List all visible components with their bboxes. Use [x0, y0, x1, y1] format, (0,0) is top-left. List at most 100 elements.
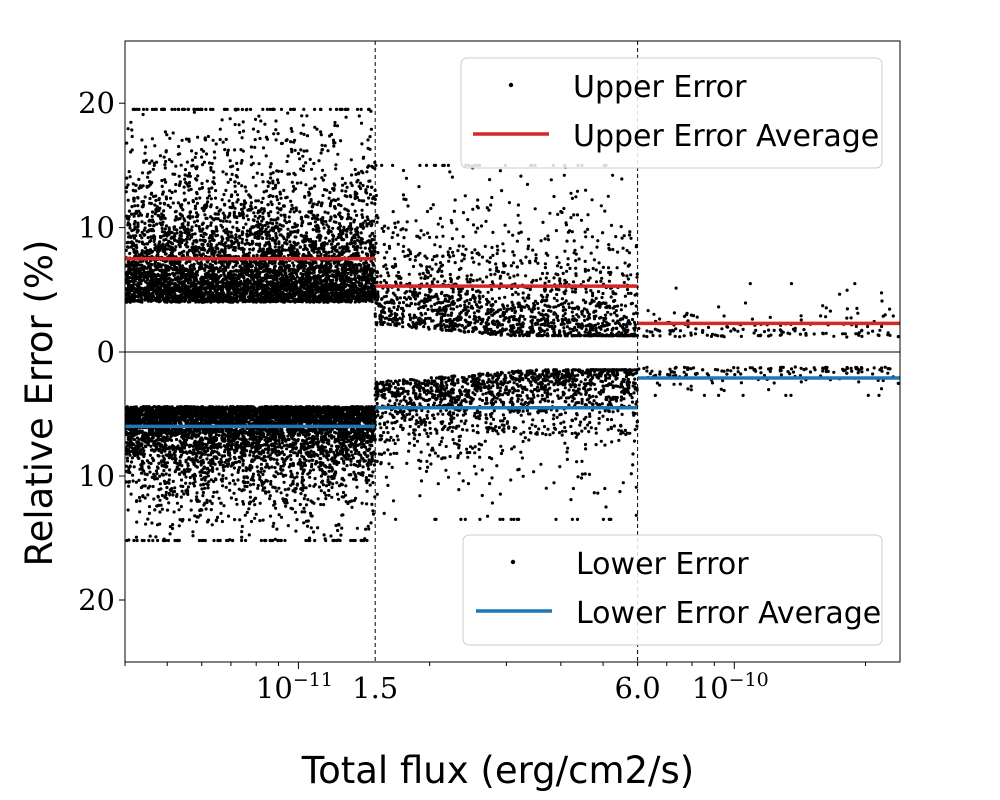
- upper-error-point: [257, 243, 262, 248]
- upper-error-point: [165, 133, 169, 137]
- upper-error-point: [212, 230, 216, 234]
- upper-error-point: [349, 228, 353, 232]
- upper-error-point: [137, 267, 141, 271]
- upper-error-point: [335, 124, 340, 128]
- upper-error-point: [301, 168, 306, 173]
- upper-error-point: [151, 288, 155, 292]
- upper-error-point: [255, 171, 259, 175]
- upper-error-point: [157, 300, 162, 304]
- upper-error-point: [357, 198, 361, 202]
- upper-error-point: [163, 216, 167, 220]
- upper-error-point: [248, 194, 252, 198]
- upper-error-point: [134, 249, 139, 253]
- upper-error-point: [325, 188, 329, 192]
- upper-error-point: [359, 222, 363, 226]
- upper-error-point: [299, 148, 303, 152]
- upper-error-point: [156, 249, 160, 253]
- upper-error-point: [176, 201, 180, 205]
- upper-error-point: [360, 250, 364, 254]
- upper-error-point: [167, 244, 171, 248]
- upper-error-point: [370, 164, 374, 168]
- upper-error-point: [208, 273, 212, 277]
- upper-error-point: [138, 260, 143, 264]
- upper-error-point: [134, 107, 139, 111]
- upper-error-point: [332, 182, 336, 186]
- upper-error-point: [337, 203, 341, 207]
- upper-error-point: [133, 244, 138, 248]
- upper-error-point: [146, 236, 150, 240]
- upper-error-point: [366, 266, 370, 271]
- upper-error-point: [324, 289, 328, 293]
- upper-error-point: [204, 152, 209, 156]
- upper-error-point: [205, 224, 210, 229]
- upper-error-point: [140, 220, 144, 224]
- upper-error-point: [263, 122, 267, 126]
- upper-error-point: [191, 272, 195, 276]
- upper-error-point: [250, 207, 254, 211]
- upper-error-point: [212, 176, 216, 180]
- upper-error-point: [175, 287, 180, 291]
- upper-error-point: [361, 215, 365, 219]
- upper-error-point: [256, 220, 260, 224]
- upper-error-point: [256, 199, 260, 203]
- upper-error-point: [349, 299, 353, 303]
- upper-error-point: [235, 215, 239, 220]
- upper-error-point: [243, 185, 247, 189]
- upper-error-point: [171, 286, 175, 290]
- upper-error-point: [183, 276, 187, 280]
- upper-error-point: [251, 175, 255, 179]
- upper-error-point: [265, 137, 270, 141]
- upper-error-point: [266, 203, 270, 207]
- upper-error-point: [214, 212, 218, 216]
- upper-error-point: [130, 128, 134, 132]
- upper-error-point: [333, 123, 337, 128]
- upper-error-point: [269, 172, 273, 176]
- upper-error-point: [323, 144, 327, 148]
- upper-error-point: [236, 300, 240, 304]
- upper-error-point: [154, 208, 158, 212]
- upper-error-point: [219, 242, 223, 246]
- upper-error-point: [349, 263, 353, 267]
- upper-error-point: [301, 164, 306, 168]
- upper-error-point: [224, 266, 228, 270]
- upper-error-point: [133, 226, 137, 231]
- upper-error-point: [160, 230, 164, 234]
- upper-error-point: [186, 107, 191, 111]
- upper-error-point: [144, 280, 148, 284]
- upper-error-point: [241, 120, 245, 124]
- upper-error-point: [249, 155, 254, 159]
- upper-error-point: [233, 122, 237, 127]
- upper-error-point: [337, 232, 341, 237]
- upper-error-point: [256, 130, 260, 134]
- upper-error-point: [209, 197, 213, 201]
- upper-error-point: [272, 284, 276, 288]
- upper-error-point: [313, 220, 317, 224]
- upper-error-point: [360, 208, 364, 212]
- upper-error-point: [296, 151, 301, 156]
- upper-error-point: [349, 181, 353, 185]
- upper-error-point: [127, 209, 131, 213]
- upper-error-point: [354, 172, 358, 176]
- upper-error-point: [146, 175, 150, 179]
- upper-error-point: [313, 285, 317, 289]
- upper-error-point: [183, 198, 187, 202]
- upper-error-point: [279, 141, 284, 146]
- upper-error-point: [228, 275, 232, 279]
- upper-error-point: [184, 243, 188, 247]
- upper-error-point: [341, 283, 345, 288]
- upper-error-point: [175, 266, 179, 270]
- upper-error-point: [155, 222, 159, 226]
- upper-error-point: [217, 299, 221, 303]
- upper-error-point: [367, 281, 371, 285]
- upper-error-point: [215, 206, 219, 210]
- upper-error-point: [240, 136, 244, 140]
- upper-error-point: [170, 231, 174, 235]
- upper-error-point: [311, 213, 315, 217]
- upper-error-point: [361, 183, 365, 188]
- upper-error-point: [240, 212, 244, 216]
- upper-error-point: [289, 252, 293, 256]
- upper-error-point: [240, 230, 245, 234]
- upper-error-point: [227, 199, 231, 203]
- upper-error-point: [287, 220, 291, 224]
- upper-error-point: [355, 180, 359, 184]
